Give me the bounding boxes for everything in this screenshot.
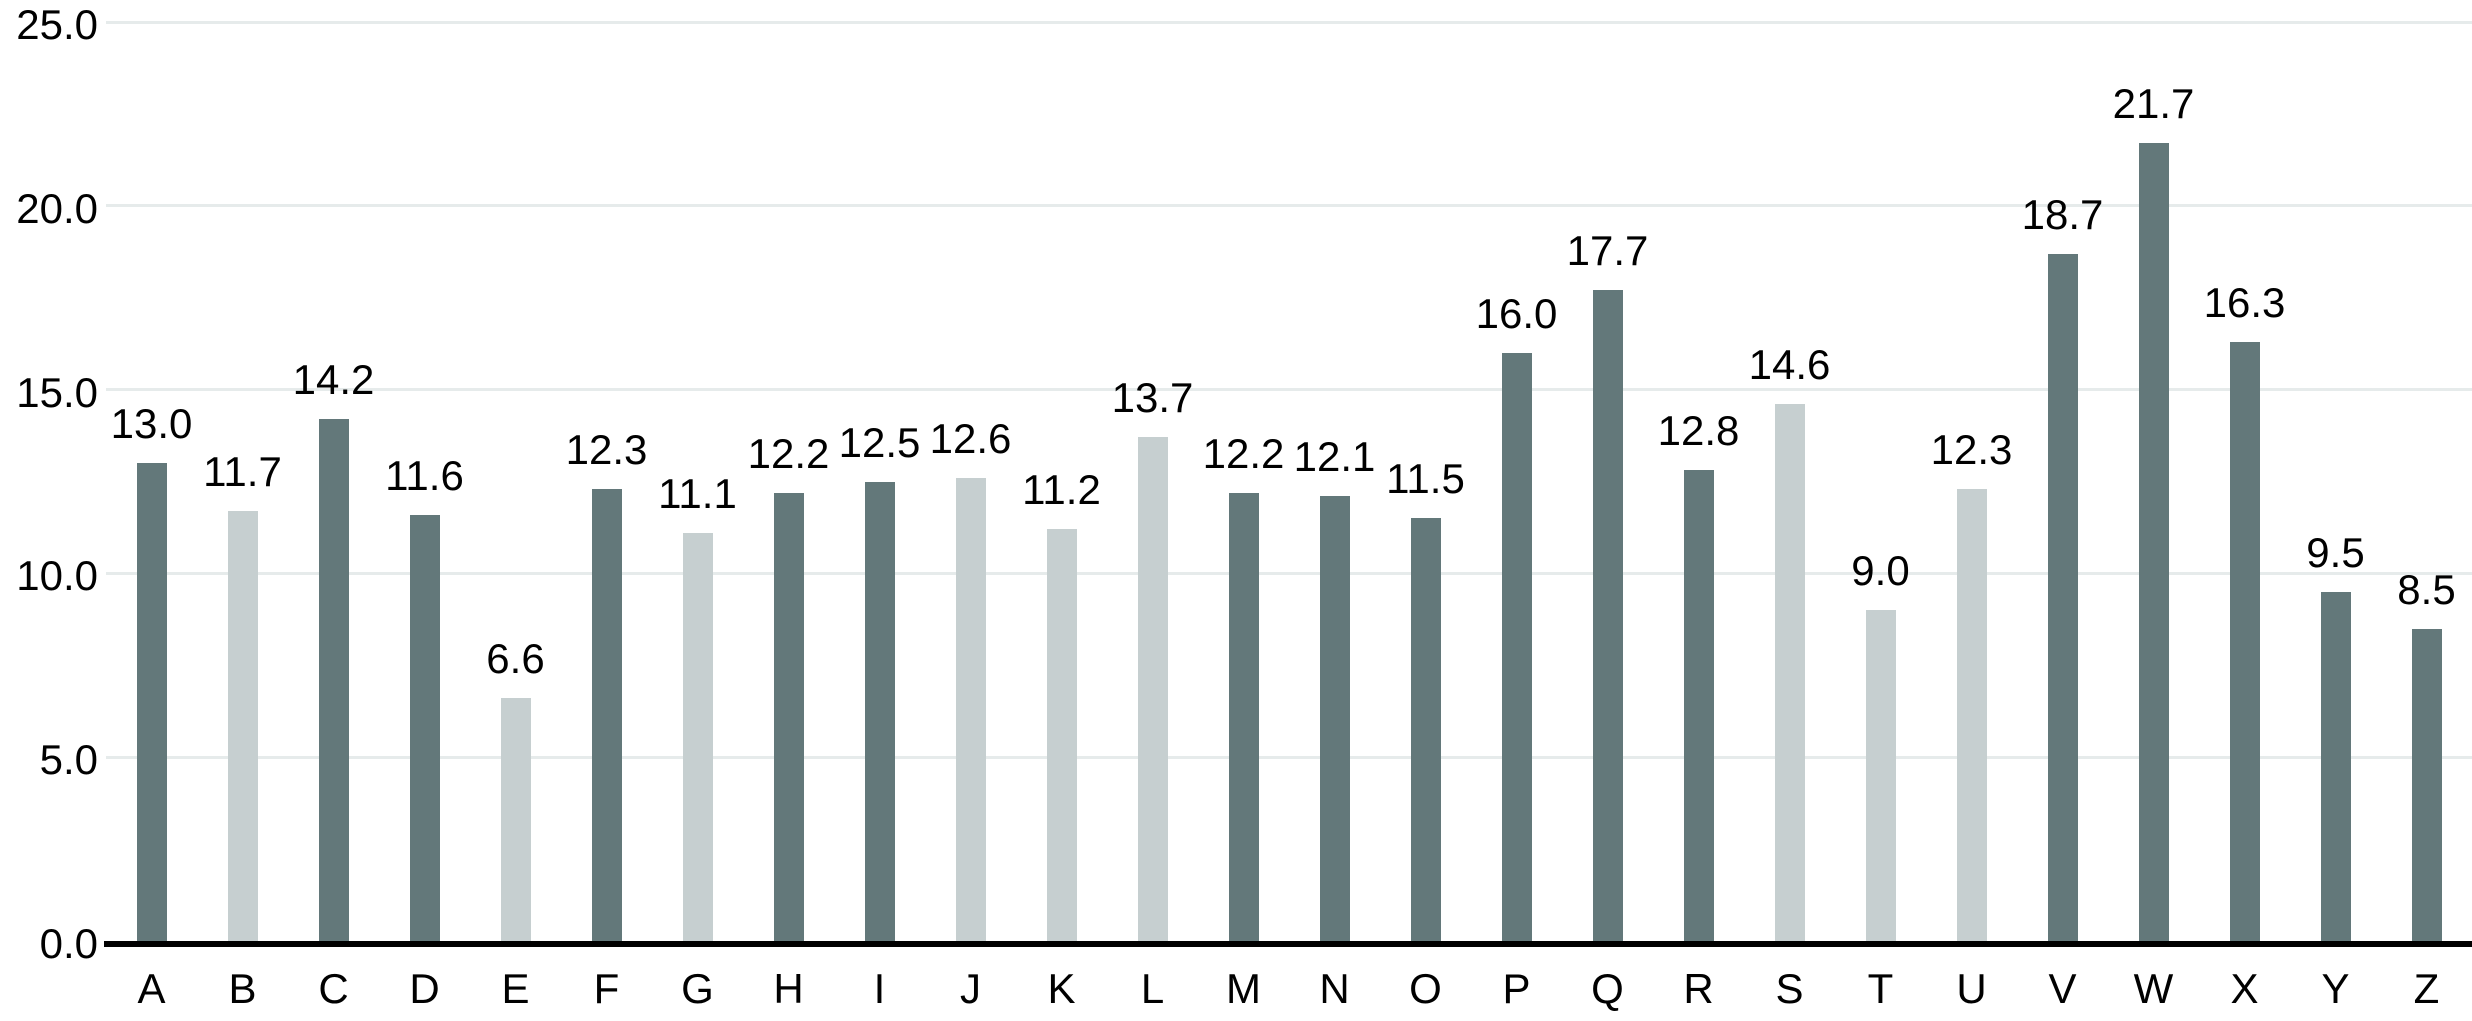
bar-value-label: 13.0 — [110, 400, 193, 448]
bar — [227, 510, 258, 947]
bar-value-label: 13.7 — [1111, 374, 1194, 422]
bar — [1319, 496, 1350, 947]
bar-value-label: 11.2 — [1022, 466, 1101, 514]
bar — [2320, 591, 2351, 947]
x-tick-label: A — [137, 965, 166, 1012]
bar-value-label: 16.0 — [1475, 289, 1558, 337]
bar-value-label: 9.0 — [1851, 547, 1910, 595]
x-tick-label: G — [681, 965, 714, 1012]
x-tick-label: S — [1775, 965, 1804, 1012]
x-tick-label: P — [1502, 965, 1531, 1012]
bar-value-label: 11.1 — [658, 469, 737, 517]
y-tick-label: 5.0 — [39, 736, 98, 784]
bar-value-label: 8.5 — [2397, 565, 2456, 613]
bar — [1410, 518, 1441, 947]
x-tick-label: X — [2230, 965, 2259, 1012]
bar-value-label: 17.7 — [1566, 227, 1649, 275]
bar — [864, 481, 895, 947]
x-tick-label: B — [228, 965, 257, 1012]
bar — [1683, 470, 1714, 947]
bar — [500, 698, 531, 947]
bar-value-label: 12.2 — [747, 429, 830, 477]
bar — [1501, 352, 1532, 947]
x-tick-label: Q — [1591, 965, 1624, 1012]
x-tick-label: N — [1319, 965, 1350, 1012]
bar-value-label: 9.5 — [2306, 528, 2365, 576]
x-tick-label: W — [2133, 965, 2174, 1012]
bar-value-label: 11.5 — [1386, 455, 1465, 503]
bar-value-label: 21.7 — [2112, 80, 2195, 128]
x-tick-label: R — [1683, 965, 1714, 1012]
gridline — [106, 204, 2472, 208]
bar-value-label: 12.6 — [929, 414, 1012, 462]
x-tick-label: C — [318, 965, 349, 1012]
bar — [409, 514, 440, 947]
x-tick-label: U — [1956, 965, 1987, 1012]
x-tick-label: H — [773, 965, 804, 1012]
bar — [1137, 437, 1168, 947]
y-tick-label: 15.0 — [16, 368, 98, 416]
bar — [136, 463, 167, 947]
bar — [1956, 488, 1987, 947]
bar — [1865, 610, 1896, 947]
bar — [1228, 492, 1259, 947]
bar-value-label: 11.7 — [203, 447, 282, 495]
x-tick-label: F — [593, 965, 620, 1012]
bar-value-label: 12.8 — [1657, 407, 1740, 455]
x-tick-label: E — [501, 965, 530, 1012]
y-tick-label: 25.0 — [16, 1, 98, 48]
bar — [2411, 628, 2442, 947]
bar-value-label: 14.2 — [292, 356, 375, 403]
bar — [1592, 290, 1623, 947]
bar — [591, 488, 622, 947]
gridline — [106, 388, 2472, 392]
bar-value-label: 11.6 — [385, 451, 464, 499]
y-tick-label: 0.0 — [39, 920, 98, 967]
bar-value-label: 6.6 — [486, 635, 545, 683]
bar-value-label: 14.6 — [1748, 341, 1831, 389]
bar-value-label: 12.5 — [838, 418, 921, 466]
bar — [2229, 341, 2260, 947]
x-tick-label: V — [2048, 965, 2077, 1012]
bar-value-label: 12.1 — [1293, 433, 1376, 481]
bar-value-label: 16.3 — [2203, 278, 2286, 326]
bar — [773, 492, 804, 947]
bar — [1046, 529, 1077, 947]
gridline — [106, 20, 2472, 24]
x-tick-label: T — [1867, 965, 1894, 1012]
x-tick-label: J — [960, 965, 981, 1012]
bar-value-label: 12.3 — [565, 425, 648, 473]
x-tick-label: K — [1047, 965, 1076, 1012]
bar — [2138, 143, 2169, 947]
x-axis-line — [104, 941, 2472, 947]
bar-value-label: 12.2 — [1202, 429, 1285, 477]
x-tick-label: I — [873, 965, 886, 1012]
gridline — [106, 755, 2472, 759]
x-tick-label: L — [1140, 965, 1165, 1012]
bar-value-label: 12.3 — [1930, 425, 2013, 473]
bar — [955, 477, 986, 947]
bar — [318, 419, 349, 947]
x-tick-label: Y — [2321, 965, 2350, 1012]
bar — [682, 532, 713, 947]
gridline — [106, 571, 2472, 575]
y-tick-label: 20.0 — [16, 184, 98, 232]
x-tick-label: D — [409, 965, 440, 1012]
y-tick-label: 10.0 — [16, 552, 98, 600]
bar-value-label: 18.7 — [2021, 190, 2104, 238]
x-tick-label: M — [1226, 965, 1261, 1012]
bar — [2047, 253, 2078, 947]
bar — [1774, 404, 1805, 947]
x-tick-label: Z — [2413, 965, 2440, 1012]
x-tick-label: O — [1409, 965, 1442, 1012]
